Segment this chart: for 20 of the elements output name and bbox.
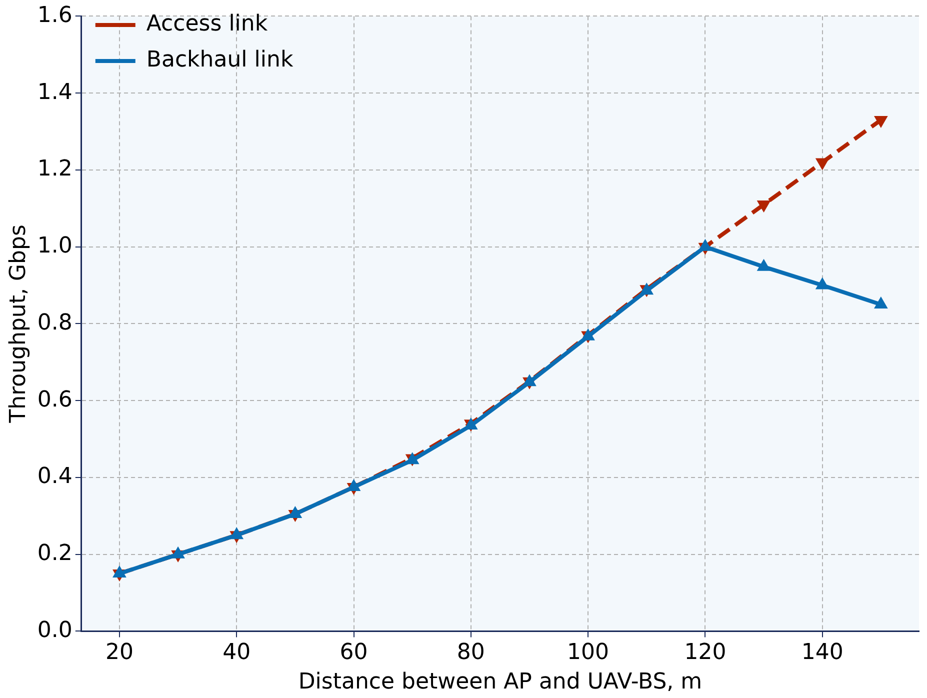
y-tick-label: 0.4	[37, 464, 72, 490]
x-tick-label: 100	[567, 640, 610, 666]
x-tick-label: 40	[222, 640, 251, 666]
x-tick-label: 140	[801, 640, 844, 666]
x-tick-label: 20	[105, 640, 134, 666]
legend-label: Access link	[146, 12, 268, 37]
x-tick-label: 80	[456, 640, 485, 666]
y-tick-label: 0.2	[37, 541, 72, 566]
x-axis-title: Distance between AP and UAV-BS, m	[298, 670, 702, 695]
x-tick-label: 60	[340, 640, 368, 666]
y-axis-title: Throughput, Gbps	[6, 224, 31, 424]
y-tick-label: 1.0	[37, 234, 72, 259]
y-tick-label: 0.6	[37, 387, 72, 412]
y-tick-label: 1.2	[37, 156, 72, 182]
x-tick-label: 120	[684, 640, 726, 666]
y-tick-label: 1.4	[37, 80, 72, 105]
y-tick-label: 1.6	[37, 2, 72, 28]
y-tick-label: 0.0	[37, 618, 72, 643]
y-tick-label: 0.8	[37, 310, 72, 336]
legend-label: Backhaul link	[146, 48, 294, 73]
